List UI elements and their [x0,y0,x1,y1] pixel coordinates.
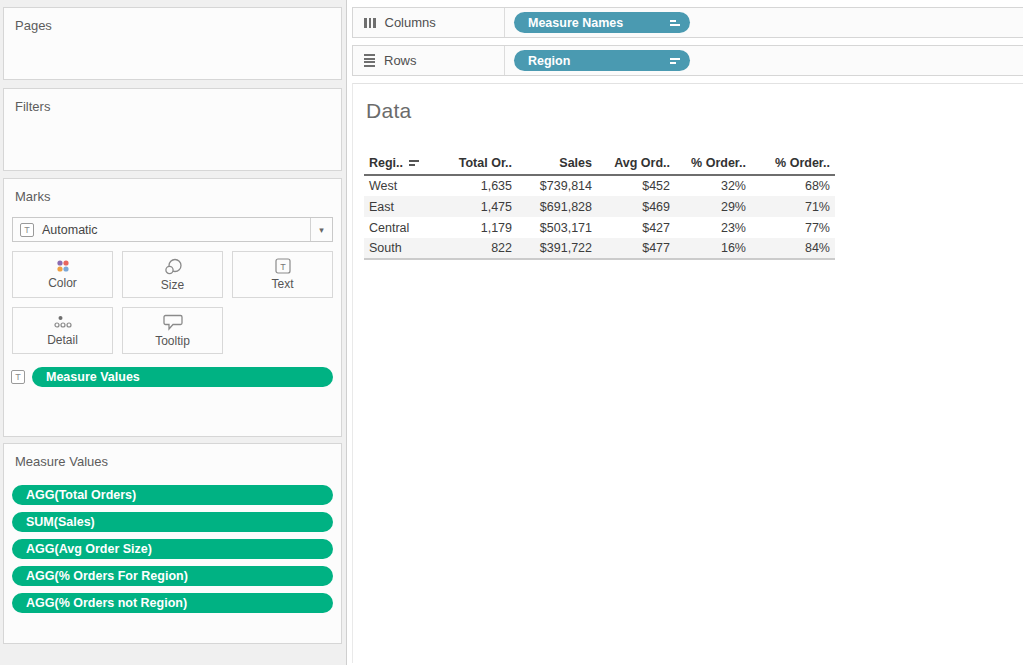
value-cell[interactable]: $469 [597,196,675,217]
value-cell[interactable]: 1,475 [449,196,517,217]
pill-label: AGG(% Orders For Region) [26,569,188,583]
table-row: South 822 $391,722 $477 16% 84% [364,238,835,259]
side-panel: Pages Filters Marks T Automatic ▾ [0,0,347,665]
crosstab-table: Regi.. Total Or.. Sales Avg Ord.. % Orde… [364,154,835,260]
row-header-cell[interactable]: East [364,196,449,217]
pill-label: AGG(% Orders not Region) [26,596,187,610]
pill-label: Measure Names [528,16,623,30]
size-button[interactable]: Size [122,251,223,298]
mark-type-value: Automatic [42,223,98,237]
color-icon [54,259,72,273]
value-cell[interactable]: $739,814 [517,175,597,196]
column-header-label: Regi.. [369,156,403,170]
value-cell[interactable]: 1,635 [449,175,517,196]
sort-descending-icon[interactable] [409,160,419,166]
column-header-pct-orders-for[interactable]: % Order.. [675,154,751,175]
table-header-row: Regi.. Total Or.. Sales Avg Ord.. % Orde… [364,154,835,175]
text-mark-icon: T [20,223,34,237]
pill-label: AGG(Avg Order Size) [26,542,152,556]
value-cell[interactable]: 1,179 [449,217,517,238]
value-cell[interactable]: 77% [751,217,835,238]
value-cell[interactable]: 29% [675,196,751,217]
text-mark-icon: T [11,370,25,384]
measure-pill-pct-orders-for-region[interactable]: AGG(% Orders For Region) [12,566,333,586]
row-header-cell[interactable]: South [364,238,449,259]
measure-pill-avg-order-size[interactable]: AGG(Avg Order Size) [12,539,333,559]
columns-icon [364,18,376,28]
detail-icon [52,314,74,330]
column-header-pct-orders-not[interactable]: % Order.. [751,154,835,175]
column-header-sales[interactable]: Sales [517,154,597,175]
table-row: Central 1,179 $503,171 $427 23% 77% [364,217,835,238]
filters-shelf[interactable]: Filters [3,88,342,171]
value-cell[interactable]: $452 [597,175,675,196]
column-header-avg-order[interactable]: Avg Ord.. [597,154,675,175]
value-cell[interactable]: $691,828 [517,196,597,217]
mark-type-dropdown-arrow[interactable]: ▾ [310,218,332,241]
svg-text:T: T [280,262,286,272]
text-button[interactable]: T Text [232,251,333,298]
value-cell[interactable]: 822 [449,238,517,259]
sort-ascending-icon [670,20,680,26]
color-button[interactable]: Color [12,251,113,298]
tooltip-button[interactable]: Tooltip [122,307,223,354]
column-header-region[interactable]: Regi.. [364,154,449,175]
value-cell[interactable]: 23% [675,217,751,238]
value-cell[interactable]: $503,171 [517,217,597,238]
filters-shelf-title: Filters [4,89,341,114]
pill-label: SUM(Sales) [26,515,95,529]
worksheet-view: Data Regi.. Total Or.. Sales Avg Ord.. %… [352,83,1023,663]
value-cell[interactable]: 84% [751,238,835,259]
marks-card-title: Marks [4,179,341,204]
marks-card: Marks T Automatic ▾ Color [3,178,342,437]
pill-label: Region [528,54,570,68]
pill-label: AGG(Total Orders) [26,488,136,502]
columns-shelf-label-box: Columns [353,8,505,37]
row-header-cell[interactable]: West [364,175,449,196]
measure-values-pill[interactable]: Measure Values [32,367,333,387]
measure-pill-pct-orders-not-region[interactable]: AGG(% Orders not Region) [12,593,333,613]
value-cell[interactable]: 71% [751,196,835,217]
value-cell[interactable]: $477 [597,238,675,259]
detail-button-label: Detail [47,333,78,347]
value-cell[interactable]: $391,722 [517,238,597,259]
measure-pill-total-orders[interactable]: AGG(Total Orders) [12,485,333,505]
measure-names-pill[interactable]: Measure Names [514,12,690,33]
pages-shelf-title: Pages [4,8,341,33]
chevron-down-icon: ▾ [319,225,324,235]
region-pill[interactable]: Region [514,50,690,71]
rows-shelf-label-box: Rows [353,46,505,75]
size-icon [163,258,183,275]
pill-label: Measure Values [46,370,140,384]
detail-button[interactable]: Detail [12,307,113,354]
text-icon: T [275,258,291,274]
text-button-label: Text [271,277,293,291]
columns-shelf[interactable]: Columns Measure Names [352,7,1023,38]
value-cell[interactable]: 16% [675,238,751,259]
measure-pill-sales[interactable]: SUM(Sales) [12,512,333,532]
column-header-total-orders[interactable]: Total Or.. [449,154,517,175]
size-button-label: Size [161,278,184,292]
mark-type-dropdown[interactable]: T Automatic ▾ [12,217,333,242]
rows-shelf-label: Rows [384,53,417,68]
table-row: East 1,475 $691,828 $469 29% 71% [364,196,835,217]
rows-icon [364,54,375,67]
value-cell[interactable]: 32% [675,175,751,196]
columns-shelf-label: Columns [385,15,436,30]
table-row: West 1,635 $739,814 $452 32% 68% [364,175,835,196]
pages-shelf[interactable]: Pages [3,7,342,80]
value-cell[interactable]: 68% [751,175,835,196]
color-button-label: Color [48,276,77,290]
tooltip-icon [163,314,183,331]
value-cell[interactable]: $427 [597,217,675,238]
sort-descending-icon [670,58,680,64]
measure-values-card-title: Measure Values [4,444,341,469]
tooltip-button-label: Tooltip [155,334,190,348]
row-header-cell[interactable]: Central [364,217,449,238]
tableau-workspace: Pages Filters Marks T Automatic ▾ [0,0,1023,665]
rows-shelf[interactable]: Rows Region [352,45,1023,76]
sheet-title: Data [366,99,1023,123]
measure-values-card: Measure Values AGG(Total Orders) SUM(Sal… [3,443,342,644]
